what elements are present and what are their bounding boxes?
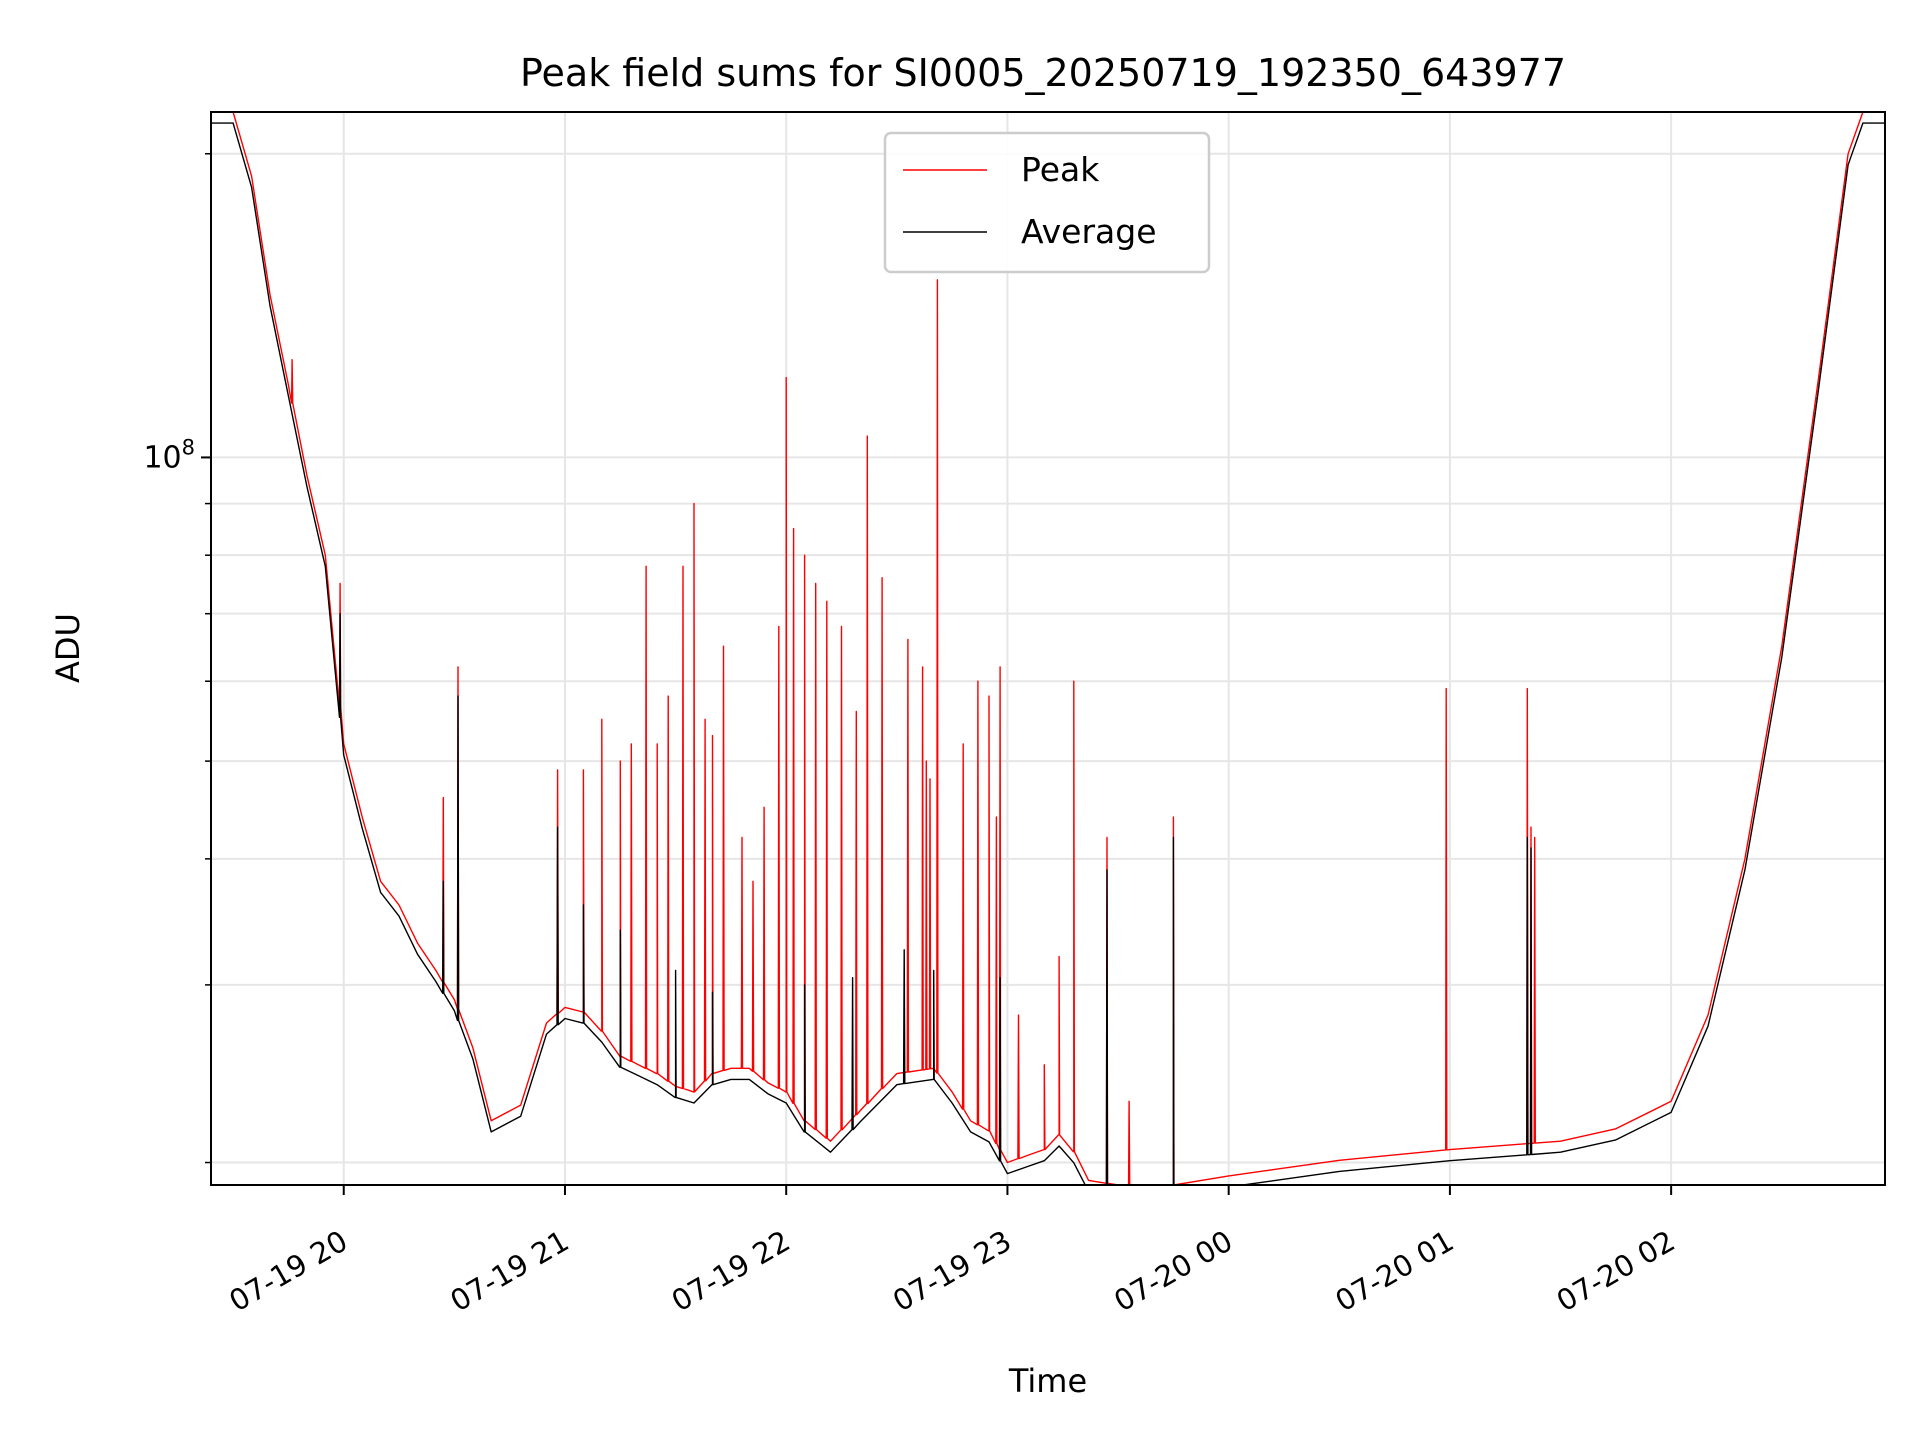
- y-axis: 108: [143, 153, 211, 1164]
- x-axis: 07-19 20 07-19 21 07-19 22 07-19 23 07-20 00…: [223, 1185, 1681, 1319]
- y-axis-label: ADU: [49, 613, 87, 683]
- series-layer: [211, 112, 1885, 1185]
- y-tick-label: 108: [143, 435, 195, 475]
- plot-frame: [210, 111, 1886, 1186]
- legend-label-peak: Peak: [1021, 150, 1100, 189]
- x-tick-label: 07-20 01: [1329, 1224, 1459, 1319]
- legend: Peak Average: [883, 131, 1211, 274]
- series-line-average: [211, 122, 1885, 1185]
- x-tick-label: 07-19 23: [887, 1224, 1017, 1319]
- grid-lines: [211, 112, 1885, 1185]
- x-tick-label: 07-20 02: [1551, 1224, 1681, 1319]
- legend-frame: [883, 131, 1211, 274]
- x-tick-label: 07-19 21: [445, 1224, 575, 1319]
- x-tick-label: 07-19 20: [223, 1224, 353, 1319]
- x-tick-label: 07-19 22: [666, 1224, 796, 1319]
- x-axis-label: Time: [1008, 1362, 1087, 1400]
- x-tick-label: 07-20 00: [1108, 1224, 1238, 1319]
- chart-title: Peak field sums for SI0005_20250719_1923…: [520, 51, 1566, 95]
- legend-label-average: Average: [1021, 212, 1157, 251]
